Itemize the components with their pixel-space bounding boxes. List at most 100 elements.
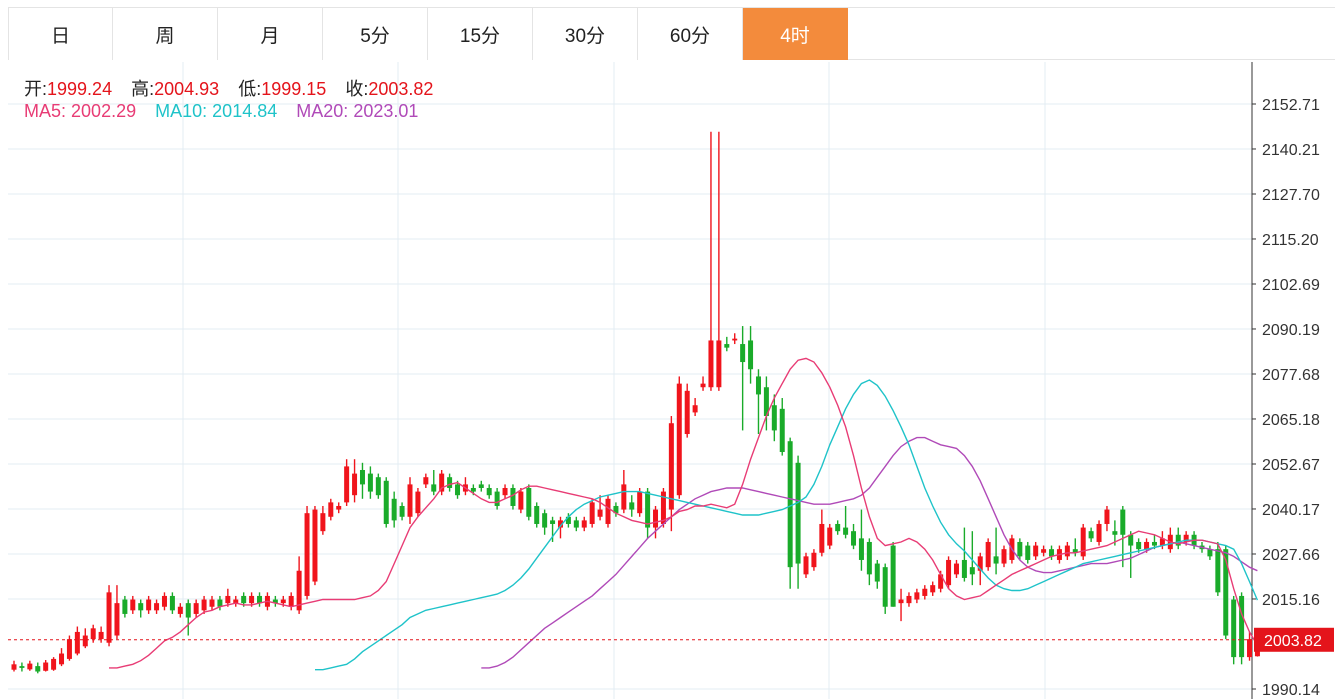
candle-body (1239, 595, 1245, 658)
ma10-readout: MA10: 2014.84 (155, 101, 277, 121)
candle-body (930, 585, 936, 593)
candle-body (59, 653, 65, 665)
candle-body (296, 570, 302, 611)
candle-body (858, 538, 864, 560)
candle-body (375, 477, 381, 496)
candle-body (526, 487, 532, 517)
candle-body (177, 606, 183, 614)
candle-body (660, 491, 666, 524)
candle-body (795, 462, 801, 564)
y-tick-label: 2077.68 (1262, 367, 1320, 384)
last-price-badge (1254, 627, 1334, 652)
candle-body (1072, 549, 1078, 553)
candle-body (787, 441, 793, 568)
y-tick-label: 2140.21 (1262, 142, 1320, 159)
candle-body (811, 552, 817, 568)
candle-body (51, 658, 57, 670)
candle-body (1025, 545, 1031, 560)
ohlc-readout: 开:1999.24 高:2004.93 低:1999.15 收:2003.82 (24, 75, 447, 101)
y-tick-label: 2040.17 (1262, 502, 1320, 519)
candle-body (961, 559, 967, 578)
candle-body (542, 513, 548, 528)
candle-body (1049, 549, 1055, 557)
candle-body (1215, 549, 1221, 593)
candle-body (352, 473, 358, 496)
candle-body (407, 484, 413, 517)
candle-body (827, 527, 833, 546)
tab-month[interactable]: 月 (218, 8, 323, 60)
candle-body (320, 513, 326, 532)
candle-body (1041, 549, 1047, 553)
candle-body (209, 599, 215, 607)
candle-body (684, 390, 690, 435)
candle-body (835, 523, 841, 532)
candle-body (637, 491, 643, 514)
candle-body (700, 383, 706, 388)
candle-body (146, 599, 152, 611)
tab-5min[interactable]: 5分 (323, 8, 428, 60)
ma5-line (109, 357, 1259, 669)
candle-body (494, 491, 500, 506)
candle-body (280, 599, 286, 604)
tab-60min[interactable]: 60分 (638, 8, 743, 60)
candle-body (969, 567, 975, 575)
ma20-readout: MA20: 2023.01 (296, 101, 418, 121)
high-label: 高: (131, 79, 155, 99)
tab-30min[interactable]: 30分 (533, 8, 638, 60)
candle-body (336, 505, 342, 510)
candle-body (114, 603, 120, 636)
y-tick-label: 2052.67 (1262, 457, 1320, 474)
candle-body (597, 509, 603, 517)
tab-day[interactable]: 日 (8, 8, 113, 60)
candle-body (724, 344, 730, 348)
candle-body (565, 516, 571, 524)
candle-body (668, 423, 674, 510)
candle-body (874, 563, 880, 582)
ma20-value: 2023.01 (353, 101, 419, 121)
tab-4hour[interactable]: 4时 (743, 8, 848, 60)
candle-body (359, 469, 365, 485)
candle-body (1080, 527, 1086, 557)
candle-body (1128, 534, 1134, 546)
close-label: 收: (345, 79, 369, 99)
tab-15min[interactable]: 15分 (428, 8, 533, 60)
candle-body (478, 484, 484, 488)
candle-body (866, 541, 872, 575)
ma10-label: MA10: (155, 101, 208, 121)
candle-body (241, 595, 247, 604)
candle-body (1033, 545, 1039, 557)
candle-body (344, 466, 350, 503)
candle-body (225, 595, 231, 604)
candle-body (716, 340, 722, 388)
last-price-label: 2003.82 (1264, 633, 1322, 650)
low-label: 低: (238, 79, 262, 99)
candle-body (1183, 534, 1189, 542)
candle-body (1088, 531, 1094, 539)
candle-body (257, 595, 263, 604)
candle-body (676, 383, 682, 496)
candle-body (185, 603, 191, 618)
candle-body (11, 664, 17, 670)
ma5-label: MA5: (24, 101, 67, 121)
candle-body (66, 639, 72, 659)
candle-body (288, 595, 294, 607)
candle-body (201, 599, 207, 611)
ma20-line (481, 436, 1258, 669)
candle-body (645, 491, 651, 528)
y-tick-label: 2102.69 (1262, 277, 1320, 294)
candle-body (748, 340, 754, 370)
ma20-label: MA20: (296, 101, 349, 121)
candle-body (629, 502, 635, 510)
y-tick-label: 2065.18 (1262, 412, 1320, 429)
candle-body (621, 484, 627, 510)
candle-body (1175, 534, 1181, 546)
candle-body (1001, 549, 1007, 564)
candle-body (993, 556, 999, 564)
candle-body (938, 574, 944, 589)
candle-body (843, 527, 849, 535)
y-tick-label: 2127.70 (1262, 187, 1320, 204)
tab-week[interactable]: 周 (113, 8, 218, 60)
candle-body (985, 541, 991, 568)
candle-body (19, 666, 25, 668)
